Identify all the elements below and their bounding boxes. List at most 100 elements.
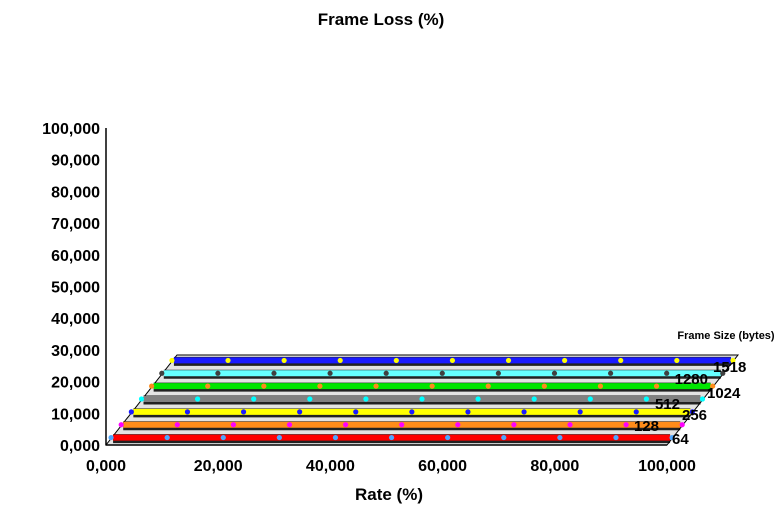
data-point-1024-6 <box>485 383 491 389</box>
data-point-256-4 <box>353 409 359 415</box>
y-tick-label: 0,000 <box>60 438 100 455</box>
data-point-1280-4 <box>383 370 389 376</box>
chart-title: Frame Loss (%) <box>318 10 445 29</box>
data-point-64-4 <box>332 434 339 441</box>
data-point-256-6 <box>465 409 471 415</box>
data-point-256-3 <box>297 409 303 415</box>
y-tick-label: 20,000 <box>51 375 100 392</box>
series-label-1024: 1024 <box>707 385 741 402</box>
data-point-128-8 <box>567 422 573 428</box>
series-label-1280: 1280 <box>675 371 708 388</box>
depth-axis-title: Frame Size (bytes) <box>677 330 775 342</box>
data-point-1280-1 <box>215 370 221 376</box>
data-point-1024-9 <box>653 383 660 389</box>
data-point-1280-10 <box>720 370 726 376</box>
data-point-1280-0 <box>159 370 165 376</box>
y-tick-label: 40,000 <box>51 311 100 328</box>
data-point-1024-4 <box>373 383 379 389</box>
data-point-128-10 <box>679 422 685 428</box>
data-point-1518-10 <box>730 357 736 364</box>
data-point-1280-2 <box>271 370 277 376</box>
data-point-128-7 <box>511 422 517 428</box>
data-point-1518-5 <box>449 357 456 364</box>
data-point-512-10 <box>699 396 706 402</box>
data-point-64-5 <box>388 434 395 441</box>
data-point-64-3 <box>276 434 282 441</box>
series-label-128: 128 <box>634 418 659 435</box>
data-point-512-9 <box>643 396 650 402</box>
data-point-512-3 <box>307 396 313 402</box>
data-point-256-8 <box>577 409 583 415</box>
data-point-256-1 <box>184 409 191 415</box>
data-point-128-2 <box>230 422 237 428</box>
y-tick-labels: 0,000 10,000 20,000 30,000 40,000 50,000 60,00… <box>42 121 100 455</box>
data-point-1518-0 <box>169 357 175 364</box>
x-tick-label: 60,000 <box>418 458 467 475</box>
data-point-512-1 <box>195 396 201 402</box>
data-point-256-9 <box>633 409 639 415</box>
data-point-256-5 <box>409 409 415 415</box>
data-point-1280-5 <box>439 370 445 376</box>
data-point-1280-8 <box>607 370 614 376</box>
x-tick-label: 80,000 <box>530 458 579 475</box>
data-point-128-4 <box>343 422 349 428</box>
data-point-1518-2 <box>281 357 287 364</box>
y-tick-label: 100,000 <box>42 121 100 138</box>
x-tick-label: 0,000 <box>86 458 126 475</box>
series-label-512: 512 <box>655 396 680 413</box>
data-point-1518-1 <box>225 357 231 364</box>
x-tick-label: 40,000 <box>306 458 355 475</box>
data-point-64-1 <box>164 434 170 441</box>
data-point-512-8 <box>587 396 593 402</box>
data-point-256-0 <box>128 409 134 415</box>
data-point-1024-10 <box>710 383 716 389</box>
y-tick-label: 60,000 <box>51 248 100 265</box>
data-point-1024-1 <box>205 383 211 389</box>
data-point-64-8 <box>557 434 563 441</box>
data-point-1024-5 <box>429 383 435 389</box>
data-point-64-10 <box>669 434 675 441</box>
y-tick-label: 50,000 <box>51 280 100 297</box>
data-point-128-6 <box>455 422 461 428</box>
data-point-256-2 <box>240 409 247 415</box>
data-point-512-6 <box>475 396 481 402</box>
data-point-256-7 <box>521 409 527 415</box>
data-point-512-4 <box>363 396 369 402</box>
data-point-64-7 <box>501 434 507 441</box>
data-point-256-10 <box>689 409 695 415</box>
data-point-1024-7 <box>541 383 547 389</box>
series-label-256: 256 <box>682 407 707 424</box>
data-point-128-9 <box>623 422 629 428</box>
x-axis-title: Rate (%) <box>355 485 423 504</box>
data-point-128-3 <box>286 422 293 428</box>
data-point-64-9 <box>613 434 619 441</box>
series-label-64: 64 <box>672 431 689 448</box>
data-point-512-0 <box>138 396 145 402</box>
data-point-128-0 <box>118 422 124 428</box>
data-point-64-6 <box>445 434 451 441</box>
data-point-1518-4 <box>393 357 399 364</box>
data-point-128-1 <box>174 422 180 428</box>
data-point-1280-9 <box>664 370 670 376</box>
x-tick-labels: 0,000 20,000 40,000 60,000 80,000 100,000 <box>86 458 696 475</box>
data-point-1024-2 <box>261 383 267 389</box>
series-markers <box>108 357 736 441</box>
data-point-64-0 <box>108 434 114 441</box>
x-tick-label: 100,000 <box>638 458 696 475</box>
y-tick-label: 80,000 <box>51 184 100 201</box>
data-point-1024-3 <box>317 383 323 389</box>
data-point-1024-0 <box>149 383 155 389</box>
data-point-128-5 <box>399 422 405 428</box>
y-tick-label: 10,000 <box>51 406 100 423</box>
data-point-1518-8 <box>618 357 624 364</box>
y-tick-label: 90,000 <box>51 153 100 170</box>
data-point-64-2 <box>220 434 226 441</box>
data-point-512-2 <box>251 396 257 402</box>
data-point-1518-6 <box>505 357 512 364</box>
data-point-1280-7 <box>551 370 558 376</box>
series-label-1518: 1518 <box>713 359 746 376</box>
data-point-1280-6 <box>495 370 501 376</box>
data-point-1518-3 <box>337 357 343 364</box>
